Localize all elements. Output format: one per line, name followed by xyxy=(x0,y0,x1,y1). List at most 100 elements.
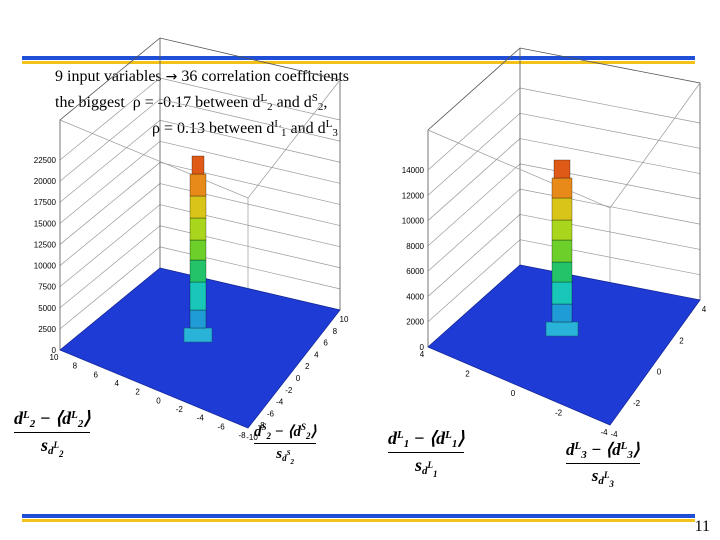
floor-1 xyxy=(427,264,701,426)
line3-sub1: 1 xyxy=(281,127,287,139)
tower-top-1 xyxy=(553,159,571,179)
tower-segment-0-2 xyxy=(189,259,207,283)
x-tick-0-7: -4 xyxy=(197,414,205,423)
z-tick-1-2: 10000 xyxy=(402,217,425,226)
gridline-0-8 xyxy=(59,246,161,330)
tower-base-1 xyxy=(545,321,579,337)
gridline-back-0-2 xyxy=(159,119,341,163)
gridline-back-1-4 xyxy=(519,188,701,225)
gridline-0-3 xyxy=(59,141,161,224)
gridline-back-1-2 xyxy=(519,138,701,174)
z-tick-0-4: 12500 xyxy=(34,240,57,249)
header-line-3: ρ = 0.13 between dL1 and dL3 xyxy=(152,118,338,139)
line3-text-a: = 0.13 between d xyxy=(163,120,275,137)
x-tick-0-4: 2 xyxy=(135,388,140,397)
x-tick-0-1: 8 xyxy=(73,362,78,371)
z-tick-0-6: 7500 xyxy=(38,283,56,292)
y-tick-0-2: -6 xyxy=(267,409,275,418)
z-tick-0-1: 20000 xyxy=(34,177,57,186)
line3-sup1: L xyxy=(274,118,282,130)
gridline-0-4 xyxy=(59,162,161,245)
gridline-0-6 xyxy=(59,204,161,287)
y-tick-1-0: -4 xyxy=(610,430,618,439)
x-tick-0-6: -2 xyxy=(176,405,184,414)
gridline-1-0 xyxy=(427,87,521,171)
z-tick-0-5: 10000 xyxy=(34,262,57,271)
line2-and: and d xyxy=(272,94,312,111)
x-tick-0-0: 10 xyxy=(50,353,59,362)
gridline-back-1-3 xyxy=(519,163,701,200)
gridline-1-5 xyxy=(427,214,521,297)
gridline-back-0-5 xyxy=(159,183,341,226)
z-tick-1-0: 14000 xyxy=(402,166,425,175)
rho-symbol: ρ xyxy=(132,94,141,111)
x-axis-label-plot-2: dL1 − ⟨dL1⟩ sdL1 xyxy=(388,428,465,479)
tower-segment-1-5 xyxy=(551,197,573,221)
x-axis-label-plot-1: dL2 − ⟨dL2⟩ sdL2 xyxy=(14,408,91,459)
tower-segment-1-6 xyxy=(551,177,573,199)
y-tick-0-10: 10 xyxy=(340,315,349,324)
line3-sup2: L xyxy=(325,118,333,130)
tower-segment-0-3 xyxy=(189,239,207,261)
gridline-back-0-7 xyxy=(159,225,341,269)
z-tick-0-8: 2500 xyxy=(38,325,56,334)
y-tick-1-4: 4 xyxy=(702,305,707,314)
tower-segment-0-1 xyxy=(189,281,207,311)
tower-segment-0-6 xyxy=(189,173,207,197)
line2-text-a: the biggest xyxy=(55,94,125,111)
y-tick-1-1: -2 xyxy=(633,399,641,408)
gridline-1-4 xyxy=(427,188,521,272)
gridline-0-0 xyxy=(59,77,161,161)
y-tick-0-3: -4 xyxy=(276,398,284,407)
y-axis-label-plot-2: dL3 − ⟨dL3⟩ sdL3 xyxy=(566,440,640,489)
y-axis-label-plot-1: dS2 − ⟨dS2⟩ sdS2 xyxy=(254,422,317,466)
x-tick-1-2: 0 xyxy=(511,389,516,398)
right-arrow-icon: → xyxy=(165,69,178,85)
y-tick-0-0: -10 xyxy=(246,433,258,442)
gridline-back-1-1 xyxy=(519,112,701,149)
x-tick-1-4: -4 xyxy=(600,428,608,437)
z-tick-0-7: 5000 xyxy=(38,304,56,313)
z-tick-1-6: 2000 xyxy=(406,318,424,327)
tower-segment-1-0 xyxy=(551,303,573,323)
z-tick-0-2: 17500 xyxy=(34,198,57,207)
page-number: 11 xyxy=(694,518,710,535)
top-rule xyxy=(22,56,695,64)
header-line-2: the biggest ρ = -0.17 between dL2 and dS… xyxy=(55,92,327,113)
gridline-1-3 xyxy=(427,163,521,247)
gridline-0-1 xyxy=(59,98,161,182)
line2-text-b: = -0.17 between d xyxy=(144,94,261,111)
gridline-0-2 xyxy=(59,119,161,203)
y-tick-0-4: -2 xyxy=(285,386,293,395)
z-tick-1-4: 6000 xyxy=(406,267,424,276)
rho-symbol-2: ρ xyxy=(152,120,160,137)
y-tick-0-8: 6 xyxy=(323,339,328,348)
tower-segment-0-4 xyxy=(189,217,207,241)
y-tick-1-3: 2 xyxy=(679,336,684,345)
x-tick-0-5: 0 xyxy=(156,396,161,405)
y-tick-0-5: 0 xyxy=(296,374,301,383)
line2-end: , xyxy=(323,94,328,111)
bottom-rule xyxy=(22,514,695,522)
z-tick-1-1: 12000 xyxy=(402,191,425,200)
z-tick-1-5: 4000 xyxy=(406,292,424,301)
x-tick-1-3: -2 xyxy=(555,409,563,418)
z-tick-0-0: 22500 xyxy=(34,156,57,165)
gridline-back-1-0 xyxy=(519,87,701,124)
gridline-1-1 xyxy=(427,113,521,196)
gridline-0-5 xyxy=(59,183,161,266)
gridline-back-0-6 xyxy=(159,204,341,248)
z-tick-1-7: 0 xyxy=(420,343,425,352)
y-tick-0-6: 2 xyxy=(305,362,310,371)
line2-sub1: 2 xyxy=(267,101,273,113)
tower-base-0 xyxy=(183,327,213,343)
x-tick-1-1: 2 xyxy=(465,370,470,379)
gridline-back-0-3 xyxy=(159,140,341,184)
x-tick-0-9: -8 xyxy=(238,431,246,440)
gridline-back-0-1 xyxy=(159,98,341,142)
tower-top-0 xyxy=(191,155,205,175)
line3-sub2: 3 xyxy=(332,127,338,139)
y-tick-1-2: 0 xyxy=(657,368,662,377)
tower-segment-1-4 xyxy=(551,219,573,241)
